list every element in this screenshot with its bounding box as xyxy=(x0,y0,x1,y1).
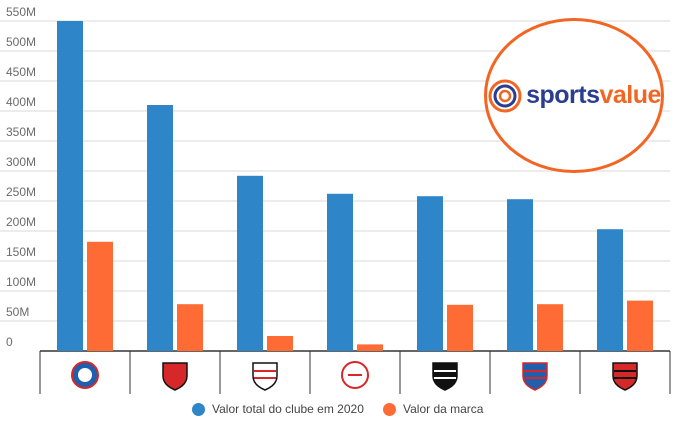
bar-brand-value xyxy=(537,304,563,351)
nautico-crest-icon xyxy=(341,361,369,389)
bar-brand-value xyxy=(177,304,203,351)
legend-dot-total xyxy=(192,402,205,416)
crest-body xyxy=(432,362,458,391)
sportsvalue-logo: sportsvalue xyxy=(484,18,664,173)
chart-legend: Valor total do clube em 2020 Valor da ma… xyxy=(0,402,680,422)
bar-brand-value xyxy=(447,304,473,351)
legend-label-total: Valor total do clube em 2020 xyxy=(212,402,364,416)
y-tick-label: 150M xyxy=(6,245,36,259)
bar-total-value xyxy=(237,175,263,351)
bar-brand-value xyxy=(87,241,113,351)
crest-body xyxy=(162,362,188,391)
crest-center xyxy=(78,368,92,382)
bar-brand-value xyxy=(627,300,653,351)
y-tick-label: 350M xyxy=(6,125,36,139)
y-tick-label: 200M xyxy=(6,215,36,229)
bar-total-value xyxy=(597,229,623,351)
y-tick-label: 0 xyxy=(6,335,13,349)
y-tick-label: 50M xyxy=(6,305,29,319)
crest-body xyxy=(252,362,278,391)
bahia-crest-icon xyxy=(71,361,99,389)
bar-total-value xyxy=(327,193,353,351)
fortaleza-crest-icon xyxy=(522,362,548,391)
legend-item-total: Valor total do clube em 2020 xyxy=(192,402,364,416)
y-tick-label: 250M xyxy=(6,185,36,199)
bar-total-value xyxy=(147,105,173,351)
y-tick-label: 400M xyxy=(6,95,36,109)
vitoria-crest-icon xyxy=(612,362,638,391)
sportsvalue-rings-icon xyxy=(488,79,522,112)
sport-crest-icon xyxy=(162,362,188,391)
brand-sports-text: sports xyxy=(526,81,600,109)
bar-total-value xyxy=(507,199,533,351)
bar-total-value xyxy=(417,196,443,351)
legend-item-brand: Valor da marca xyxy=(383,402,483,416)
bar-brand-value xyxy=(267,336,293,351)
brand-value-text: value xyxy=(599,81,661,109)
bar-total-value xyxy=(57,21,83,351)
y-tick-label: 300M xyxy=(6,155,36,169)
y-tick-label: 100M xyxy=(6,275,36,289)
y-tick-label: 500M xyxy=(6,35,36,49)
ceara-crest-icon xyxy=(432,362,458,391)
crest-body xyxy=(612,362,638,391)
santa-cruz-crest-icon xyxy=(252,362,278,391)
bar-brand-value xyxy=(357,344,383,351)
legend-dot-brand xyxy=(383,402,396,416)
y-tick-label: 550M xyxy=(6,5,36,19)
crest-body xyxy=(522,362,548,391)
legend-label-brand: Valor da marca xyxy=(403,402,484,416)
y-tick-label: 450M xyxy=(6,65,36,79)
